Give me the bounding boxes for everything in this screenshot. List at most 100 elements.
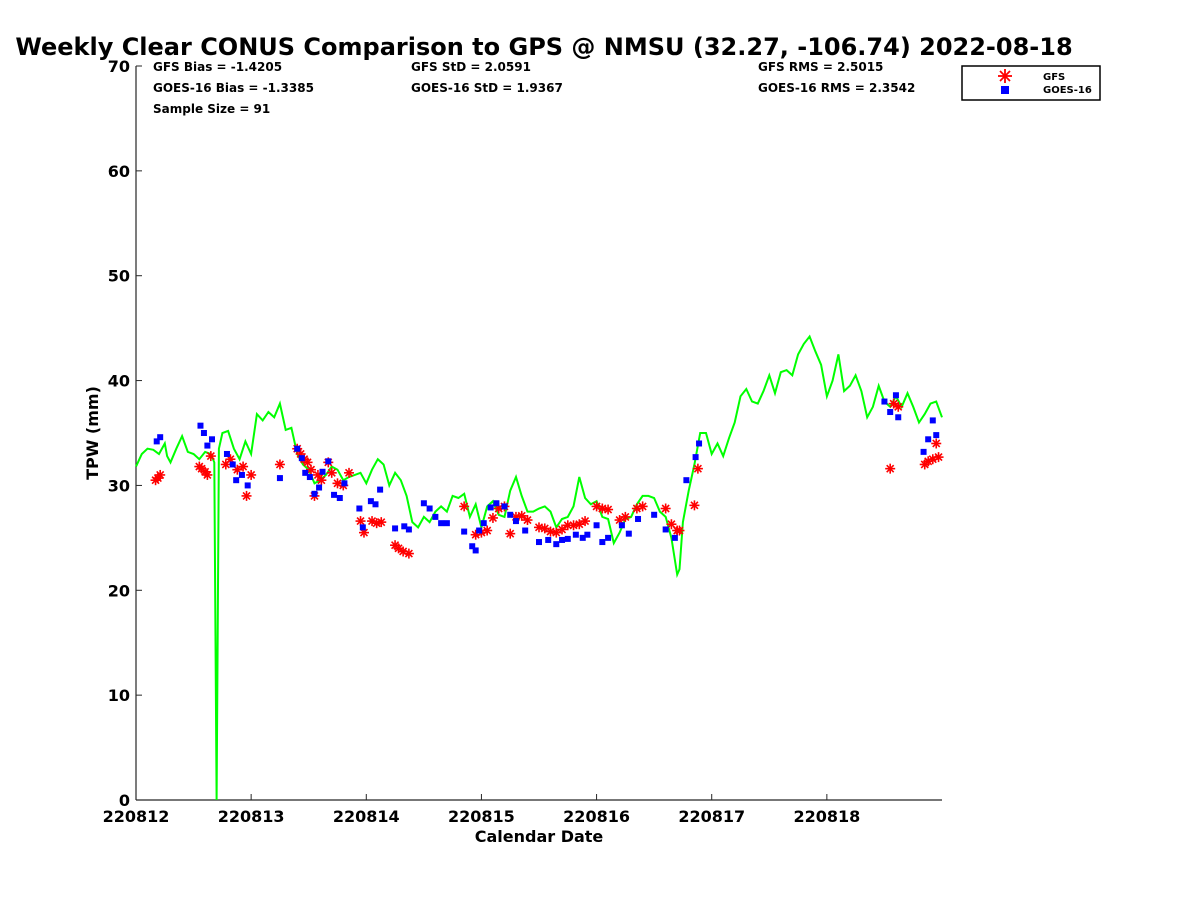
goes-series: [153, 392, 940, 554]
goes-point: [356, 505, 363, 512]
goes-point: [683, 477, 690, 484]
legend-goes-marker: [1001, 86, 1009, 94]
goes-point: [605, 534, 612, 541]
goes-point: [493, 500, 500, 507]
goes-point: [881, 398, 888, 405]
gfs-point: [666, 519, 677, 530]
goes-point: [298, 455, 305, 462]
gfs-point: [274, 459, 285, 470]
gfs-point: [403, 548, 414, 559]
goes-point: [887, 409, 894, 416]
goes-point: [420, 500, 427, 507]
goes-point: [157, 434, 164, 441]
goes-point: [579, 534, 586, 541]
goes-point: [472, 547, 479, 554]
goes-point: [197, 422, 204, 429]
gfs-point: [306, 464, 317, 475]
goes-point: [392, 525, 399, 532]
gfs-point: [674, 525, 685, 536]
goes-point: [593, 522, 600, 529]
goes-point: [153, 438, 160, 445]
goes-point: [244, 482, 251, 489]
x-tick-label: 220812: [103, 807, 170, 826]
goes-point: [671, 534, 678, 541]
gfs-point: [557, 524, 568, 535]
goes-point: [512, 518, 519, 525]
x-tick-label: 220817: [678, 807, 745, 826]
gfs-point: [459, 501, 470, 512]
goes-point: [662, 526, 669, 533]
x-tick-label: 220814: [333, 807, 400, 826]
goes-point: [553, 541, 560, 548]
gfs-point: [551, 527, 562, 538]
goes-point: [276, 475, 283, 482]
gfs-point: [246, 469, 257, 480]
y-tick-label: 10: [108, 686, 130, 705]
goes-point: [359, 524, 366, 531]
gfs-point: [603, 504, 614, 515]
goes-point: [564, 535, 571, 542]
legend: GFS GOES-16: [961, 65, 1101, 101]
goes-point: [920, 448, 927, 455]
goes-point: [929, 417, 936, 424]
goes-point: [372, 501, 379, 508]
goes-point: [507, 511, 514, 518]
goes-point: [223, 450, 230, 457]
goes-point: [341, 480, 348, 487]
goes-std-stat: GOES-16 StD = 1.9367: [411, 81, 563, 95]
gfs-point: [933, 452, 944, 463]
gfs-point: [522, 515, 533, 526]
goes-point: [487, 504, 494, 511]
goes-bias-stat: GOES-16 Bias = -1.3385: [153, 81, 314, 95]
x-tick-label: 220818: [793, 807, 860, 826]
goes-point: [302, 469, 309, 476]
stats-block: GFS Bias = -1.4205 GOES-16 Bias = -1.338…: [153, 60, 915, 116]
goes-point: [536, 539, 542, 546]
gfs-point: [326, 467, 337, 478]
gfs-point: [885, 463, 896, 474]
goes-point: [584, 531, 591, 538]
gfs-point: [660, 503, 671, 514]
y-tick-label: 0: [119, 791, 130, 810]
goes-point: [572, 531, 579, 538]
y-tick-label: 20: [108, 581, 130, 600]
goes-point: [336, 495, 343, 502]
chart-title: Weekly Clear CONUS Comparison to GPS @ N…: [15, 33, 1072, 61]
goes-point: [294, 445, 301, 452]
goes-point: [208, 436, 215, 443]
y-tick-label: 30: [108, 476, 130, 495]
gfs-point: [692, 463, 703, 474]
goes-point: [377, 486, 384, 493]
gfs-point: [620, 511, 631, 522]
goes-point: [461, 528, 468, 535]
y-axis-label: TPW (mm): [83, 386, 102, 480]
x-tick-label: 220813: [218, 807, 285, 826]
gfs-point: [205, 451, 216, 462]
goes-point: [325, 458, 332, 465]
gfs-point: [888, 398, 899, 409]
legend-goes-label: GOES-16: [1043, 85, 1092, 96]
gfs-point: [155, 469, 166, 480]
legend-box: [961, 65, 1101, 101]
gps-line: [135, 334, 943, 801]
goes-point: [559, 536, 566, 543]
goes-point: [311, 490, 318, 497]
gfs-point: [637, 501, 648, 512]
gfs-point: [238, 461, 249, 472]
goes-point: [316, 484, 323, 491]
y-tick-label: 60: [108, 162, 130, 181]
gfs-point: [539, 523, 550, 534]
goes-point: [401, 523, 408, 530]
sample-size-stat: Sample Size = 91: [153, 102, 270, 116]
gfs-series: [150, 398, 944, 559]
gfs-point: [376, 517, 387, 528]
goes-point: [625, 530, 632, 537]
gfs-point: [689, 500, 700, 511]
x-tick-label: 220816: [563, 807, 630, 826]
goes-point: [331, 491, 338, 498]
goes-point: [233, 477, 240, 484]
goes-point: [618, 522, 625, 529]
goes-point: [522, 527, 529, 534]
goes-point: [599, 539, 606, 546]
